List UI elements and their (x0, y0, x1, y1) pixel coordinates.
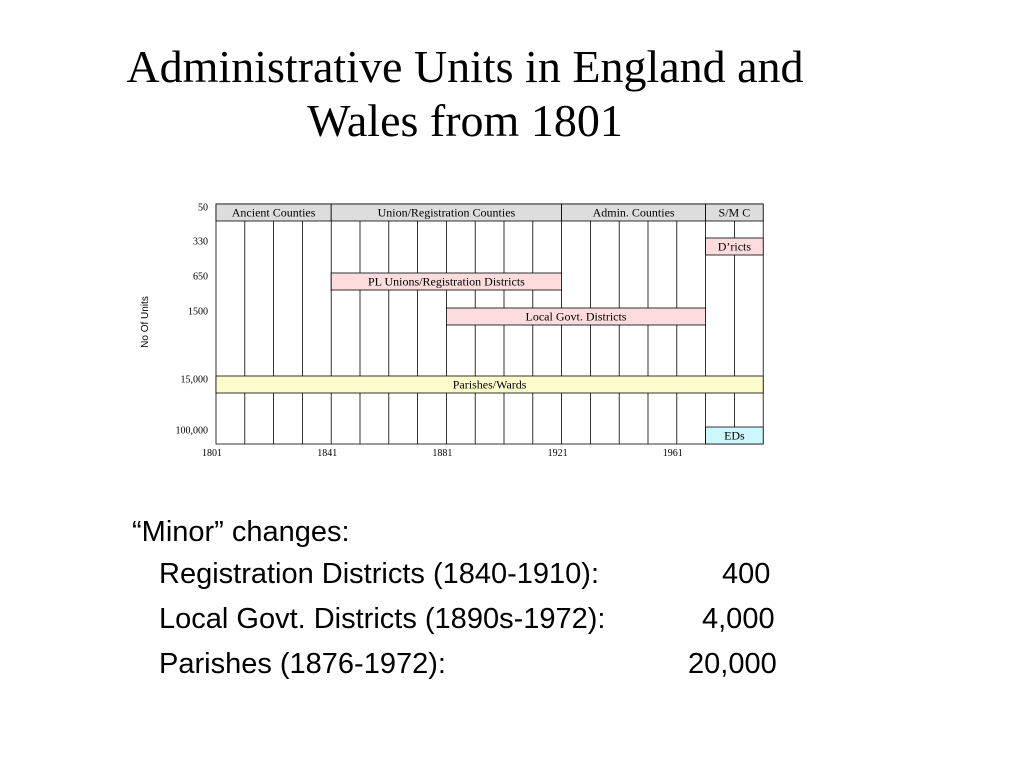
timeline-bar-label: Union/Registration Counties (378, 206, 516, 220)
timeline-bar (215, 375, 764, 394)
minor-changes-heading: “Minor” changes: (132, 516, 350, 548)
timeline-bar-label: Ancient Counties (232, 206, 316, 220)
timeline-bar-label: Local Govt. Districts (526, 310, 627, 324)
timeline-bar (705, 203, 764, 222)
row-label: 100,000 (176, 426, 209, 437)
row-label: 1500 (188, 307, 208, 318)
timeline-bar-label: D’ricts (718, 240, 752, 254)
row-label: 50 (198, 203, 208, 214)
note-row-parishes: Parishes (1876-1972): 20,000 (132, 642, 839, 687)
year-label: 1921 (548, 448, 568, 459)
year-label: 1801 (202, 448, 222, 459)
slide-title: Administrative Units in England and Wale… (40, 40, 890, 148)
minor-changes-notes: “Minor” changes: Registration Districts … (132, 512, 839, 687)
note-label: Registration Districts (1840-1910): (159, 558, 600, 590)
row-label: 650 (193, 272, 208, 283)
timeline-bar (705, 426, 764, 445)
timeline-bar-label: EDs (724, 429, 745, 443)
timeline-bar (330, 272, 563, 291)
note-row-registration-districts: Registration Districts (1840-1910): 400 (132, 552, 839, 597)
timeline-bar-label: Parishes/Wards (453, 378, 527, 392)
timeline-bar-label: Admin. Counties (593, 206, 675, 220)
timeline-bar-label: PL Unions/Registration Districts (368, 275, 525, 289)
note-value: 4,000 (702, 603, 775, 635)
row-label: 330 (193, 237, 208, 248)
y-axis-label: No Of Units (140, 296, 151, 348)
note-label: Local Govt. Districts (1890s-1972): (159, 603, 606, 635)
year-label: 1881 (432, 448, 452, 459)
note-value: 20,000 (688, 648, 777, 680)
slide-title-line-1: Administrative Units in England and (126, 41, 804, 92)
note-row-local-govt-districts: Local Govt. Districts (1890s-1972): 4,00… (132, 597, 839, 642)
timeline-bar-label: S/M C (719, 206, 751, 220)
year-label: 1961 (663, 448, 683, 459)
slide-title-line-2: Wales from 1801 (307, 95, 623, 146)
row-label: 15,000 (181, 375, 209, 386)
year-label: 1841 (317, 448, 337, 459)
note-label: Parishes (1876-1972): (159, 648, 446, 680)
note-value: 400 (722, 558, 771, 590)
timeline-bar (705, 237, 764, 256)
timeline-bar (445, 307, 707, 326)
